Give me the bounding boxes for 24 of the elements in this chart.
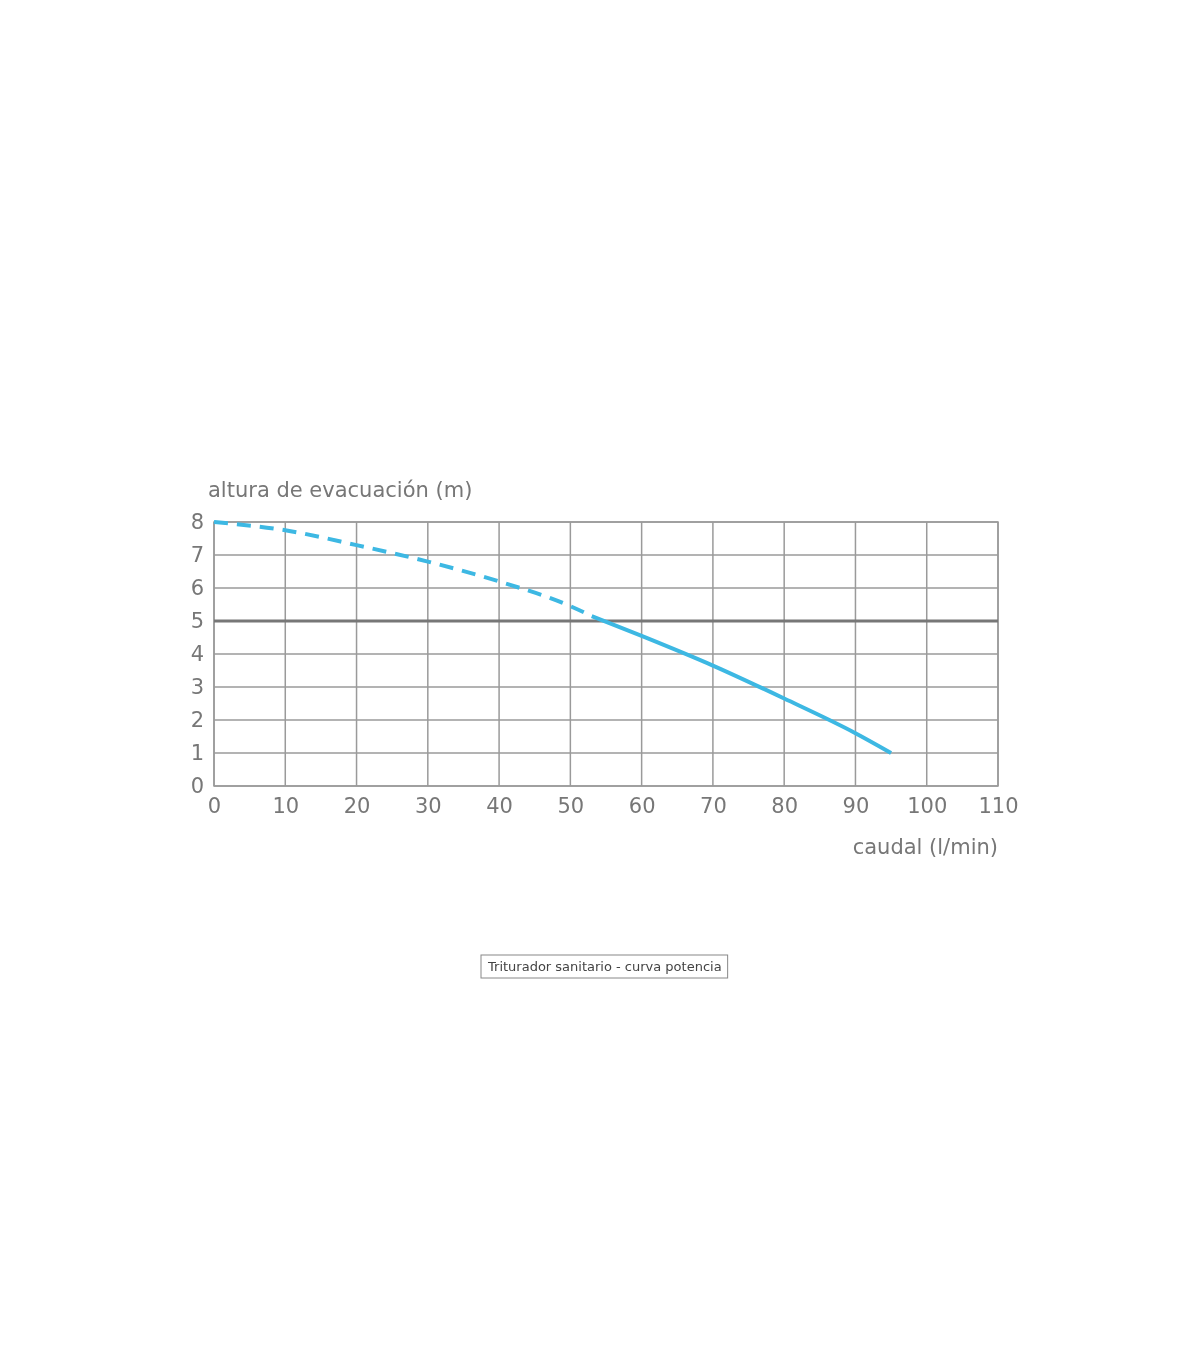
x-tick-label: 110 <box>978 793 1019 818</box>
x-tick-label: 70 <box>700 793 727 818</box>
x-axis-title: caudal (l/min) <box>852 835 998 859</box>
y-tick-label: 1 <box>190 741 204 766</box>
text: Triturador sanitario - curva potencia <box>487 959 722 974</box>
y-tick-label: 2 <box>190 708 204 733</box>
x-tick-label: 20 <box>343 793 371 818</box>
x-tick-label: 80 <box>771 793 799 818</box>
x-tick-label: 40 <box>486 793 513 818</box>
y-tick-label: 6 <box>190 576 204 601</box>
y-tick-label: 4 <box>190 642 204 667</box>
x-tick-label: 50 <box>557 793 585 818</box>
y-tick-label: 8 <box>190 510 204 535</box>
x-tick-label: 30 <box>414 793 442 818</box>
y-tick-label: 3 <box>190 675 204 700</box>
x-tick-label: 60 <box>628 793 656 818</box>
x-tick-label: 90 <box>842 793 870 818</box>
y-axis-title: altura de evacuación (m) <box>208 478 473 502</box>
x-tick-label: 10 <box>272 793 300 818</box>
x-tick-label: 0 <box>207 793 222 818</box>
y-tick-label: 7 <box>190 543 204 568</box>
y-tick-label: 5 <box>190 609 204 634</box>
x-tick-label: 100 <box>907 793 948 818</box>
y-tick-label: 0 <box>190 774 204 799</box>
